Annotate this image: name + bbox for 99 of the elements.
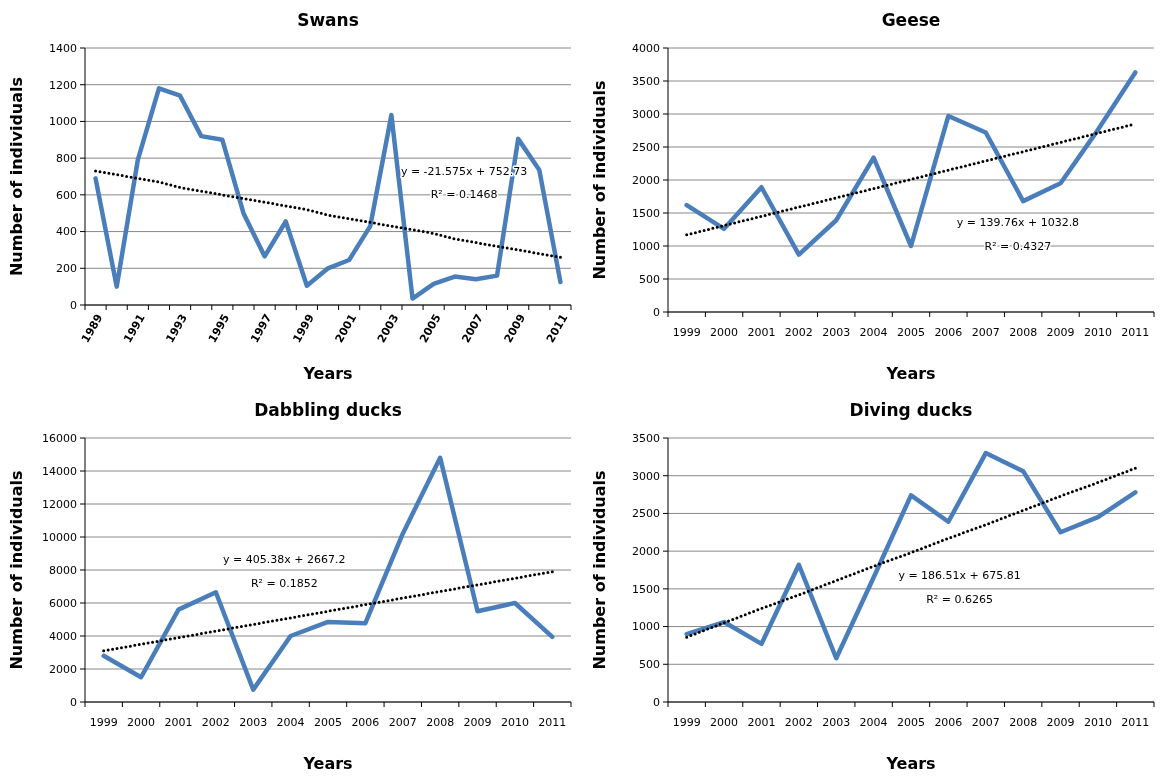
- x-axis-title: Years: [885, 754, 936, 773]
- x-tick-label: 2000: [127, 716, 156, 729]
- x-tick-label: 2002: [784, 716, 813, 729]
- chart-title: Swans: [297, 10, 359, 30]
- y-tick-label: 1000: [632, 620, 660, 634]
- y-tick-label: 500: [639, 272, 660, 286]
- x-tick-label: 2009: [1046, 716, 1075, 729]
- y-tick-label: 1400: [49, 41, 77, 55]
- chart-title: Geese: [881, 10, 941, 30]
- line-series: [684, 450, 1138, 661]
- chart-title: Diving ducks: [849, 400, 973, 420]
- y-tick-label: 2500: [632, 507, 660, 521]
- y-tick-label: 14000: [42, 464, 77, 478]
- line-series: [684, 70, 1138, 257]
- x-tick-label: 2006: [934, 716, 963, 729]
- annotation: y = 405.38x + 2667.2: [223, 553, 346, 567]
- y-tick-label: 1500: [632, 582, 660, 596]
- x-tick-label: 2004: [276, 716, 305, 729]
- x-tick-label: 1999: [672, 716, 701, 729]
- x-tick-label: 2002: [784, 326, 813, 339]
- y-tick-label: 10000: [42, 530, 77, 544]
- x-tick-label: 2007: [971, 326, 1000, 339]
- x-tick-label: 2002: [201, 716, 230, 729]
- x-tick-label: 2009: [1046, 326, 1075, 339]
- y-tick-label: 3000: [632, 469, 660, 483]
- y-tick-label: 8000: [49, 563, 77, 577]
- y-axis-title: Number of individuals: [590, 80, 609, 280]
- x-tick-label: 2010: [1083, 716, 1112, 729]
- x-tick-label: 2009: [463, 716, 492, 729]
- y-axis-title: Number of individuals: [7, 470, 26, 670]
- y-tick-label: 12000: [42, 497, 77, 511]
- x-tick-label: 2005: [314, 716, 342, 729]
- x-tick-label: 2011: [1121, 716, 1150, 729]
- y-tick-label: 1000: [632, 239, 660, 253]
- y-tick-label: 0: [653, 695, 660, 709]
- y-tick-label: 1200: [49, 78, 77, 92]
- x-tick-label: 2008: [1009, 716, 1038, 729]
- y-tick-label: 6000: [49, 596, 77, 610]
- x-tick-label: 2007: [388, 716, 417, 729]
- y-tick-label: 0: [70, 298, 77, 312]
- line-series: [94, 169, 562, 259]
- x-tick-label: 2003: [822, 326, 851, 339]
- y-tick-label: 2000: [49, 662, 77, 676]
- y-tick-label: 2000: [632, 173, 660, 187]
- x-tick-label: 2001: [747, 326, 776, 339]
- annotation: y = 139.76x + 1032.8: [956, 216, 1080, 230]
- y-tick-label: 0: [653, 305, 660, 319]
- y-tick-label: 800: [56, 151, 77, 165]
- y-tick-label: 4000: [49, 629, 77, 643]
- annotation: R² = 0.1468: [430, 188, 498, 202]
- x-tick-label: 2011: [1121, 326, 1150, 339]
- y-tick-label: 2000: [632, 544, 660, 558]
- annotation: R² = 0.1852: [250, 577, 318, 591]
- x-tick-label: 2001: [747, 716, 776, 729]
- y-tick-label: 600: [56, 188, 77, 202]
- y-tick-label: 400: [56, 225, 77, 239]
- x-tick-label: 2006: [934, 326, 963, 339]
- annotation: R² = 0.4327: [984, 239, 1052, 253]
- line-series: [102, 570, 554, 653]
- y-tick-label: 2500: [632, 140, 660, 154]
- x-tick-label: 2006: [351, 716, 380, 729]
- x-tick-label: 1999: [672, 326, 701, 339]
- x-axis-title: Years: [302, 364, 353, 383]
- line-series: [93, 86, 563, 301]
- x-axis-title: Years: [885, 364, 936, 383]
- x-tick-label: 2008: [1009, 326, 1038, 339]
- x-tick-label: 2005: [897, 326, 925, 339]
- x-tick-label: 2010: [1083, 326, 1112, 339]
- x-tick-label: 2001: [164, 716, 193, 729]
- y-axis-title: Number of individuals: [7, 76, 26, 277]
- y-tick-label: 200: [56, 262, 77, 276]
- annotation: R² = 0.6265: [926, 592, 993, 606]
- y-tick-label: 0: [70, 695, 77, 709]
- x-tick-label: 2000: [710, 716, 739, 729]
- x-tick-label: 2011: [538, 716, 567, 729]
- x-tick-label: 2003: [822, 716, 851, 729]
- x-tick-label: 2010: [500, 716, 529, 729]
- y-axis-title: Number of individuals: [590, 470, 609, 670]
- y-tick-label: 3500: [632, 74, 660, 88]
- chart-title: Dabbling ducks: [254, 400, 402, 420]
- x-tick-label: 2004: [859, 326, 888, 339]
- y-tick-label: 1500: [632, 206, 660, 220]
- annotation: y = 186.51x + 675.81: [898, 569, 1021, 583]
- x-axis-title: Years: [302, 754, 353, 773]
- x-tick-label: 2004: [859, 716, 888, 729]
- y-tick-label: 4000: [632, 41, 660, 55]
- y-tick-label: 3000: [632, 107, 660, 121]
- x-tick-label: 2003: [239, 716, 268, 729]
- y-tick-label: 3500: [632, 431, 660, 445]
- line-series: [685, 466, 1137, 639]
- line-series: [101, 455, 555, 692]
- y-tick-label: 16000: [42, 431, 77, 445]
- x-tick-label: 2008: [426, 716, 455, 729]
- x-tick-label: 1999: [89, 716, 118, 729]
- x-tick-label: 2007: [971, 716, 1000, 729]
- x-tick-label: 2005: [897, 716, 925, 729]
- y-tick-label: 1000: [49, 115, 77, 129]
- y-tick-label: 500: [639, 658, 660, 672]
- x-tick-label: 2000: [710, 326, 739, 339]
